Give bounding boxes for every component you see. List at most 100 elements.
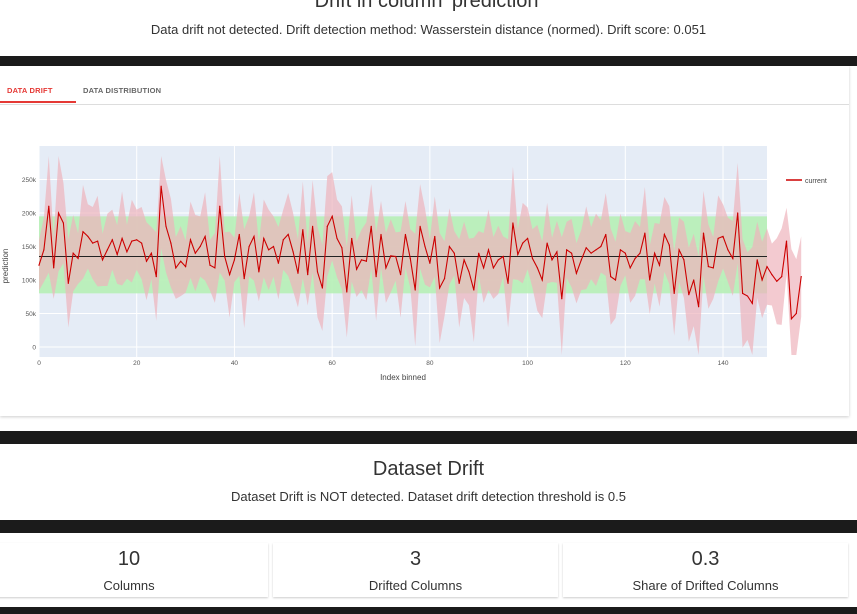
series-point [639, 252, 641, 254]
series-point [492, 267, 494, 269]
x-tick-label: 100 [522, 360, 533, 367]
series-point [92, 242, 94, 244]
series-point [644, 232, 646, 234]
x-tick-label: 40 [231, 360, 239, 367]
series-point [473, 289, 475, 291]
series-point [512, 222, 514, 224]
series-point [590, 252, 592, 254]
series-point [170, 242, 172, 244]
series-point [771, 274, 773, 276]
series-point [224, 255, 226, 258]
series-point [292, 251, 294, 253]
series-point [199, 245, 201, 248]
series-point [101, 259, 104, 261]
series-point [424, 245, 426, 248]
series-point [570, 252, 573, 254]
series-point [693, 279, 695, 281]
series-point [585, 247, 587, 249]
series-point [77, 257, 79, 260]
stat-label: Share of Drifted Columns [632, 578, 779, 593]
y-tick-label: 100k [22, 277, 37, 284]
series-point [62, 222, 65, 224]
series-point [57, 212, 60, 214]
series-point [483, 267, 485, 269]
series-point [48, 205, 50, 207]
series-point [111, 239, 113, 241]
series-point [145, 260, 148, 262]
stat-card-columns: 10 Columns [0, 543, 268, 597]
series-point [629, 267, 631, 269]
series-point [287, 233, 289, 236]
series-point [595, 249, 597, 251]
x-tick-label: 80 [426, 360, 434, 367]
series-point [116, 253, 118, 256]
divider-bar [0, 607, 857, 614]
series-point [126, 251, 128, 253]
series-point [688, 294, 690, 296]
drift-chart: 0 50k 100k 150k 200k 250k 0 20 40 60 80 100 120 140 I… [1, 146, 827, 382]
series-point [575, 272, 578, 274]
series-point [194, 252, 196, 254]
drift-title: Drift in column 'prediction' [314, 0, 543, 12]
series-point [751, 302, 753, 305]
series-point [409, 257, 411, 260]
series-point [336, 237, 338, 240]
x-tick-label: 60 [329, 360, 337, 367]
series-point [302, 229, 304, 231]
series-point [766, 265, 768, 268]
series-point [795, 312, 797, 315]
series-point [561, 298, 563, 300]
x-tick-label: 140 [718, 360, 729, 367]
series-point [277, 262, 280, 264]
series-point [727, 249, 729, 251]
series-point [404, 233, 407, 236]
series-point [551, 259, 553, 261]
series-point [781, 276, 783, 278]
series-point [331, 215, 333, 217]
tab-data-drift[interactable]: DATA DRIFT [7, 86, 53, 95]
series-point [673, 292, 675, 294]
series-point [654, 252, 656, 254]
active-tab-indicator [0, 101, 76, 103]
series-point [468, 271, 470, 273]
tab-data-distribution[interactable]: DATA DISTRIBUTION [83, 86, 162, 95]
series-point [761, 279, 763, 281]
series-point [624, 252, 626, 254]
series-point [297, 272, 299, 274]
current-spread-area [39, 156, 802, 355]
series-point [312, 225, 314, 227]
y-tick-label: 150k [22, 244, 37, 251]
y-tick-label: 200k [22, 210, 37, 217]
series-point [487, 249, 490, 251]
series-point [346, 291, 348, 293]
series-point [316, 271, 319, 273]
series-point [175, 267, 177, 269]
drift-header: Drift in column 'prediction' Data drift … [0, 0, 857, 56]
series-point [189, 239, 192, 241]
series-point [536, 267, 538, 269]
series-point [414, 289, 416, 291]
series-point [497, 259, 499, 261]
series-point [243, 278, 245, 280]
series-point [668, 244, 670, 246]
series-point [453, 252, 455, 254]
series-point [741, 292, 744, 294]
series-point [522, 242, 524, 244]
series-point [385, 267, 387, 269]
series-point [634, 257, 636, 260]
series-point [531, 257, 534, 260]
series-point [155, 276, 157, 278]
series-point [282, 239, 284, 241]
x-tick-label: 20 [133, 360, 141, 367]
series-point [136, 239, 138, 241]
series-point [165, 225, 167, 227]
series-point [375, 276, 377, 278]
legend[interactable]: current [786, 178, 827, 185]
y-axis-label: prediction [1, 249, 10, 284]
stat-value: 3 [409, 548, 422, 570]
drift-subtitle: Data drift not detected. Drift detection… [150, 22, 707, 37]
stat-value: 0.3 [691, 548, 720, 570]
series-point [541, 279, 543, 281]
series-point [131, 240, 133, 242]
series-point [683, 259, 685, 261]
